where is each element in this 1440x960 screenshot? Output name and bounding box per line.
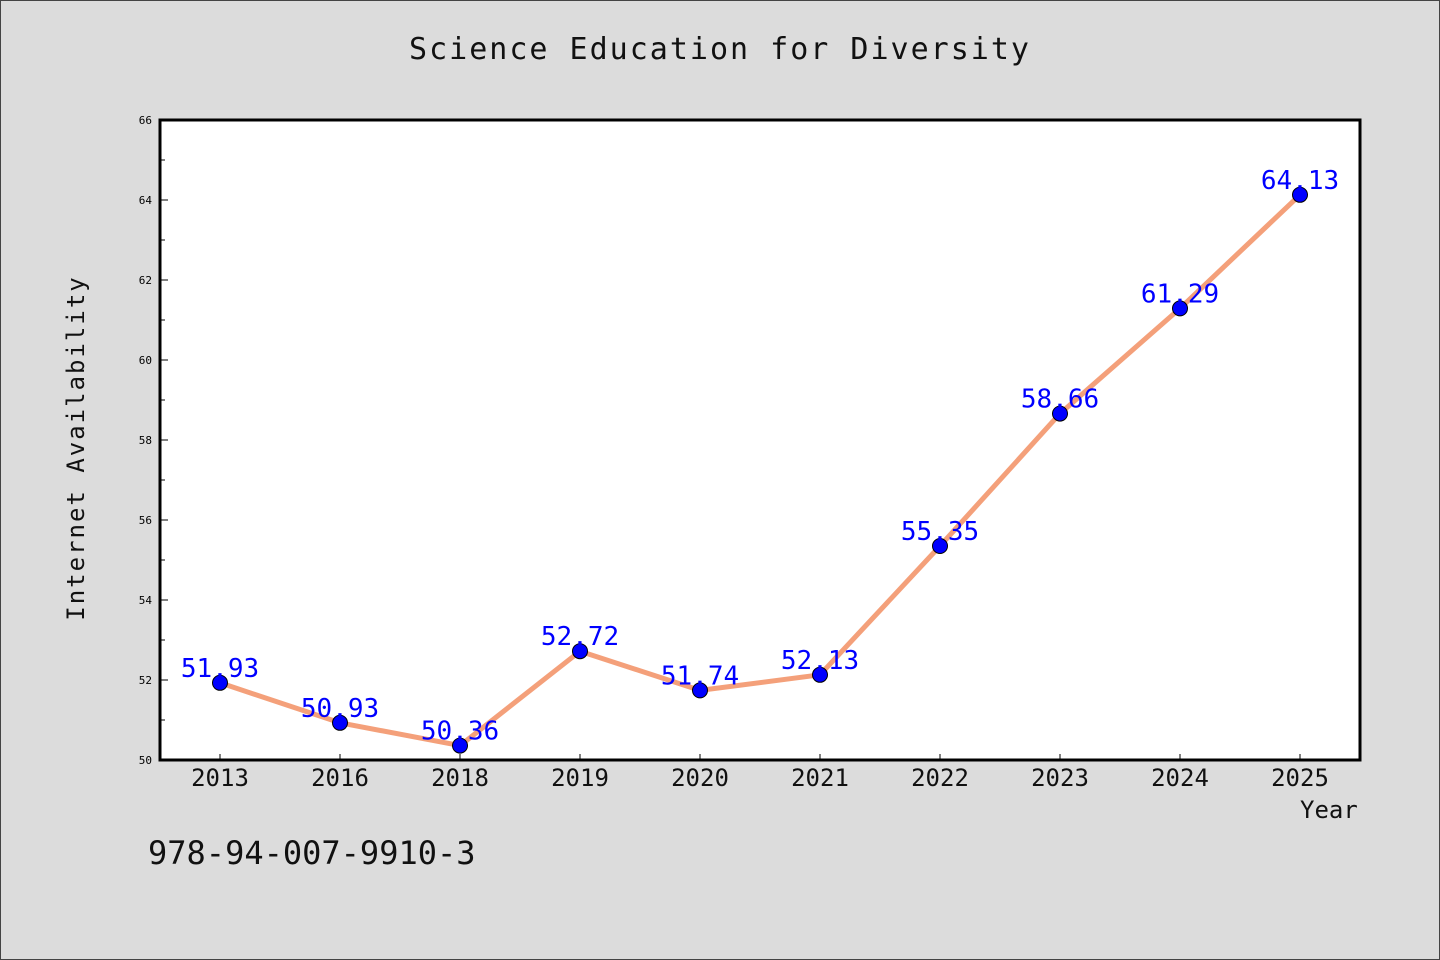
isbn-text: 978-94-007-9910-3 <box>148 834 476 872</box>
y-tick-label: 50 <box>139 754 152 767</box>
data-point <box>1172 300 1188 317</box>
y-tick-label: 60 <box>139 354 152 367</box>
x-tick-label: 2024 <box>1151 764 1209 792</box>
x-tick-label: 2023 <box>1031 764 1089 792</box>
y-tick-label: 64 <box>139 194 153 207</box>
x-tick-label: 2018 <box>431 764 489 792</box>
data-label: 58.66 <box>1021 385 1099 415</box>
data-point <box>332 714 348 731</box>
x-tick-label: 2019 <box>551 764 609 792</box>
data-point <box>572 643 588 660</box>
data-label: 50.93 <box>301 694 379 724</box>
data-label: 51.74 <box>661 661 739 691</box>
data-label: 51.93 <box>181 654 259 684</box>
x-tick-label: 2016 <box>311 764 369 792</box>
x-axis-label: Year <box>1300 796 1358 824</box>
data-label: 55.35 <box>901 517 979 547</box>
y-tick-label: 58 <box>139 434 152 447</box>
data-point <box>212 674 228 691</box>
x-tick-label: 2021 <box>791 764 849 792</box>
x-tick-label: 2013 <box>191 764 249 792</box>
series-line <box>217 192 1303 749</box>
y-tick-label: 54 <box>139 594 153 607</box>
y-tick-label: 66 <box>139 114 152 127</box>
x-tick-label: 2022 <box>911 764 969 792</box>
data-point <box>452 737 468 754</box>
x-tick-label: 2025 <box>1271 764 1329 792</box>
data-point <box>812 666 828 683</box>
data-label: 52.72 <box>541 622 619 652</box>
y-tick-label: 62 <box>139 274 152 287</box>
y-tick-label: 52 <box>139 674 152 687</box>
y-tick-label: 56 <box>139 514 152 527</box>
data-label: 50.36 <box>421 717 499 747</box>
data-label: 52.13 <box>781 646 859 676</box>
data-label: 61.29 <box>1141 279 1219 309</box>
data-point <box>1052 405 1068 422</box>
plot-area <box>158 118 1362 762</box>
data-point <box>692 682 708 699</box>
data-point <box>1292 186 1308 203</box>
x-tick-label: 2020 <box>671 764 729 792</box>
data-label: 64.13 <box>1261 166 1339 196</box>
data-point <box>932 538 948 554</box>
chart-title: Science Education for Diversity <box>409 32 1031 67</box>
